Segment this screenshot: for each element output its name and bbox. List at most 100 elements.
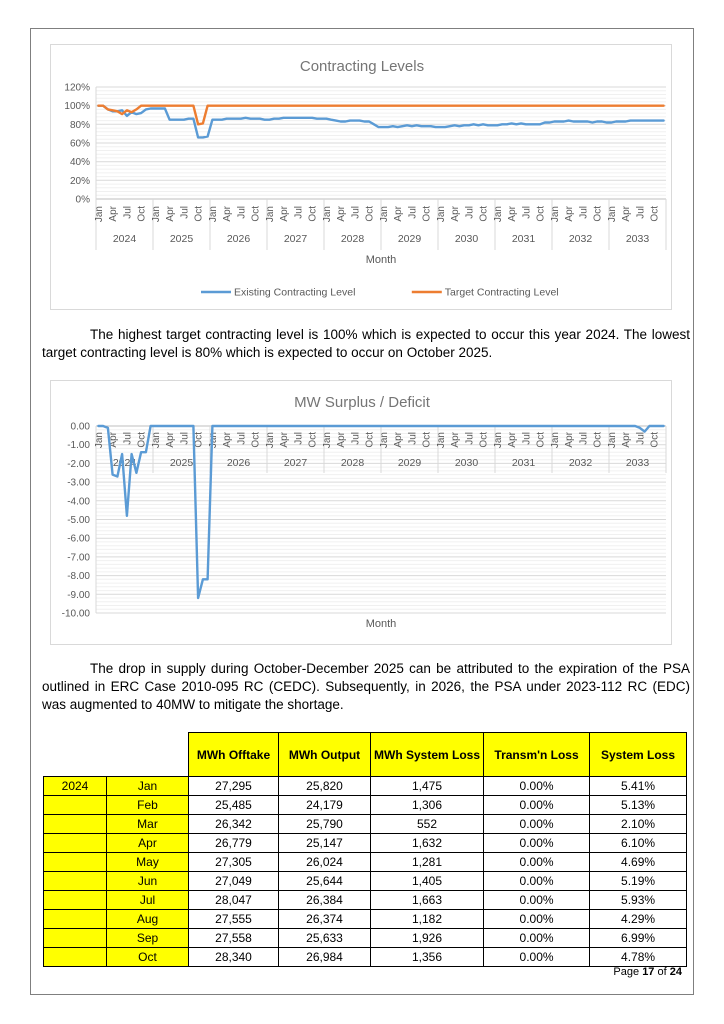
svg-text:2025: 2025 — [170, 457, 194, 469]
month-cell: Feb — [106, 795, 189, 815]
svg-text:Apr: Apr — [279, 431, 290, 447]
svg-text:Apr: Apr — [222, 205, 233, 221]
svg-text:Jan: Jan — [208, 432, 219, 448]
svg-text:2033: 2033 — [626, 233, 650, 245]
svg-text:2029: 2029 — [398, 233, 422, 245]
system-loss-cell: 5.19% — [589, 871, 688, 891]
svg-text:2028: 2028 — [341, 233, 365, 245]
svg-text:20%: 20% — [70, 176, 90, 187]
svg-text:Oct: Oct — [251, 206, 262, 222]
svg-text:Oct: Oct — [251, 432, 262, 448]
column-header-transm-n-loss: Transm'n Loss — [483, 732, 591, 777]
mwh-output-cell: 25,147 — [278, 833, 371, 853]
contracting-levels-chart: 120% 100% 80% 60% 40% 20% 0% 2024 Jan Apr Jul Oct 20… — [50, 44, 672, 310]
system-loss-cell: 4.69% — [589, 852, 688, 872]
year-cell — [43, 814, 107, 834]
svg-text:Oct: Oct — [308, 432, 319, 448]
table-row: Oct 28,340 26,984 1,356 0.00% 4.78% — [43, 947, 688, 967]
svg-text:Jul: Jul — [293, 206, 304, 219]
mwh-system-loss-cell: 1,632 — [369, 833, 485, 853]
svg-text:Jul: Jul — [350, 206, 361, 219]
system-loss-cell: 6.10% — [589, 833, 688, 853]
month-cell: Mar — [106, 814, 189, 834]
table-row: Jun 27,049 25,644 1,405 0.00% 5.19% — [43, 871, 688, 891]
mwh-system-loss-cell: 1,356 — [369, 947, 485, 967]
mwh-output-cell: 25,790 — [278, 814, 371, 834]
svg-text:Oct: Oct — [422, 432, 433, 448]
svg-text:-8.00: -8.00 — [67, 571, 90, 582]
svg-text:Oct: Oct — [194, 432, 205, 448]
system-loss-cell: 2.10% — [589, 814, 688, 834]
mwh-offtake-cell: 27,295 — [188, 776, 279, 796]
svg-text:Oct: Oct — [650, 206, 661, 222]
svg-text:Apr: Apr — [507, 205, 518, 221]
svg-text:80%: 80% — [70, 120, 90, 131]
svg-text:Apr: Apr — [165, 431, 176, 447]
column-header-system-loss: System Loss — [589, 732, 688, 777]
table-row: Mar 26,342 25,790 552 0.00% 2.10% — [43, 814, 688, 834]
table-header-spacer — [44, 733, 107, 777]
svg-text:2029: 2029 — [398, 457, 422, 469]
month-cell: Apr — [106, 833, 189, 853]
svg-text:Jan: Jan — [94, 432, 105, 448]
svg-text:Apr: Apr — [108, 205, 119, 221]
svg-text:Jan: Jan — [607, 206, 618, 222]
x-axis-title: Month — [366, 254, 397, 266]
mwh-offtake-cell: 25,485 — [188, 795, 279, 815]
year-cell — [43, 947, 107, 967]
svg-text:Jan: Jan — [493, 206, 504, 222]
month-cell: Jun — [106, 871, 189, 891]
year-cell — [43, 928, 107, 948]
svg-text:Jan: Jan — [379, 432, 390, 448]
column-header-mwh-output: MWh Output — [278, 732, 371, 777]
chart-title: Contracting Levels — [300, 58, 424, 75]
svg-text:Jan: Jan — [436, 432, 447, 448]
svg-text:-4.00: -4.00 — [67, 496, 90, 507]
svg-text:Jan: Jan — [151, 432, 162, 448]
table-header-row: MWh Offtake MWh Output MWh System Loss Tran… — [44, 732, 688, 777]
transmn-loss-cell: 0.00% — [483, 795, 591, 815]
svg-text:Oct: Oct — [593, 206, 604, 222]
svg-text:Jan: Jan — [550, 432, 561, 448]
svg-text:Apr: Apr — [450, 205, 461, 221]
mwh-offtake-cell: 27,558 — [188, 928, 279, 948]
svg-text:Oct: Oct — [422, 206, 433, 222]
table-row: May 27,305 26,024 1,281 0.00% 4.69% — [43, 852, 688, 872]
series-mw-surplus-deficit — [97, 424, 665, 600]
series-target-contracting-level — [97, 104, 665, 126]
mwh-output-cell: 26,984 — [278, 947, 371, 967]
svg-text:Jan: Jan — [265, 206, 276, 222]
svg-text:Apr: Apr — [507, 431, 518, 447]
mwh-offtake-cell: 27,305 — [188, 852, 279, 872]
svg-text:Jul: Jul — [635, 432, 646, 445]
svg-text:Jul: Jul — [236, 206, 247, 219]
svg-text:Apr: Apr — [222, 431, 233, 447]
svg-text:Jul: Jul — [122, 432, 133, 445]
mwh-output-cell: 25,644 — [278, 871, 371, 891]
mwh-system-loss-cell: 552 — [369, 814, 485, 834]
month-cell: Aug — [106, 909, 189, 929]
svg-text:Oct: Oct — [536, 432, 547, 448]
svg-text:Apr: Apr — [336, 205, 347, 221]
svg-text:Apr: Apr — [450, 431, 461, 447]
svg-text:2030: 2030 — [455, 233, 479, 245]
system-loss-cell: 5.41% — [589, 776, 688, 796]
svg-text:Jul: Jul — [521, 432, 532, 445]
svg-text:2027: 2027 — [284, 233, 308, 245]
svg-text:Jul: Jul — [578, 432, 589, 445]
mw-surplus-deficit-chart: 0.00 -1.00 -2.00 -3.00 -4.00 -5.00 -6.00 -7.00 -… — [50, 380, 672, 645]
monthly-energy-table: MWh Offtake MWh Output MWh System Loss Tran… — [43, 732, 688, 967]
svg-text:120%: 120% — [64, 83, 90, 94]
svg-text:Jan: Jan — [493, 432, 504, 448]
svg-text:Jan: Jan — [94, 206, 105, 222]
x-axis-title: Month — [366, 618, 397, 630]
svg-text:2030: 2030 — [455, 457, 479, 469]
svg-text:Oct: Oct — [365, 206, 376, 222]
year-cell — [43, 871, 107, 891]
mwh-system-loss-cell: 1,663 — [369, 890, 485, 910]
footer-of-word: of — [657, 966, 667, 978]
transmn-loss-cell: 0.00% — [483, 928, 591, 948]
svg-text:-6.00: -6.00 — [67, 534, 90, 545]
transmn-loss-cell: 0.00% — [483, 852, 591, 872]
